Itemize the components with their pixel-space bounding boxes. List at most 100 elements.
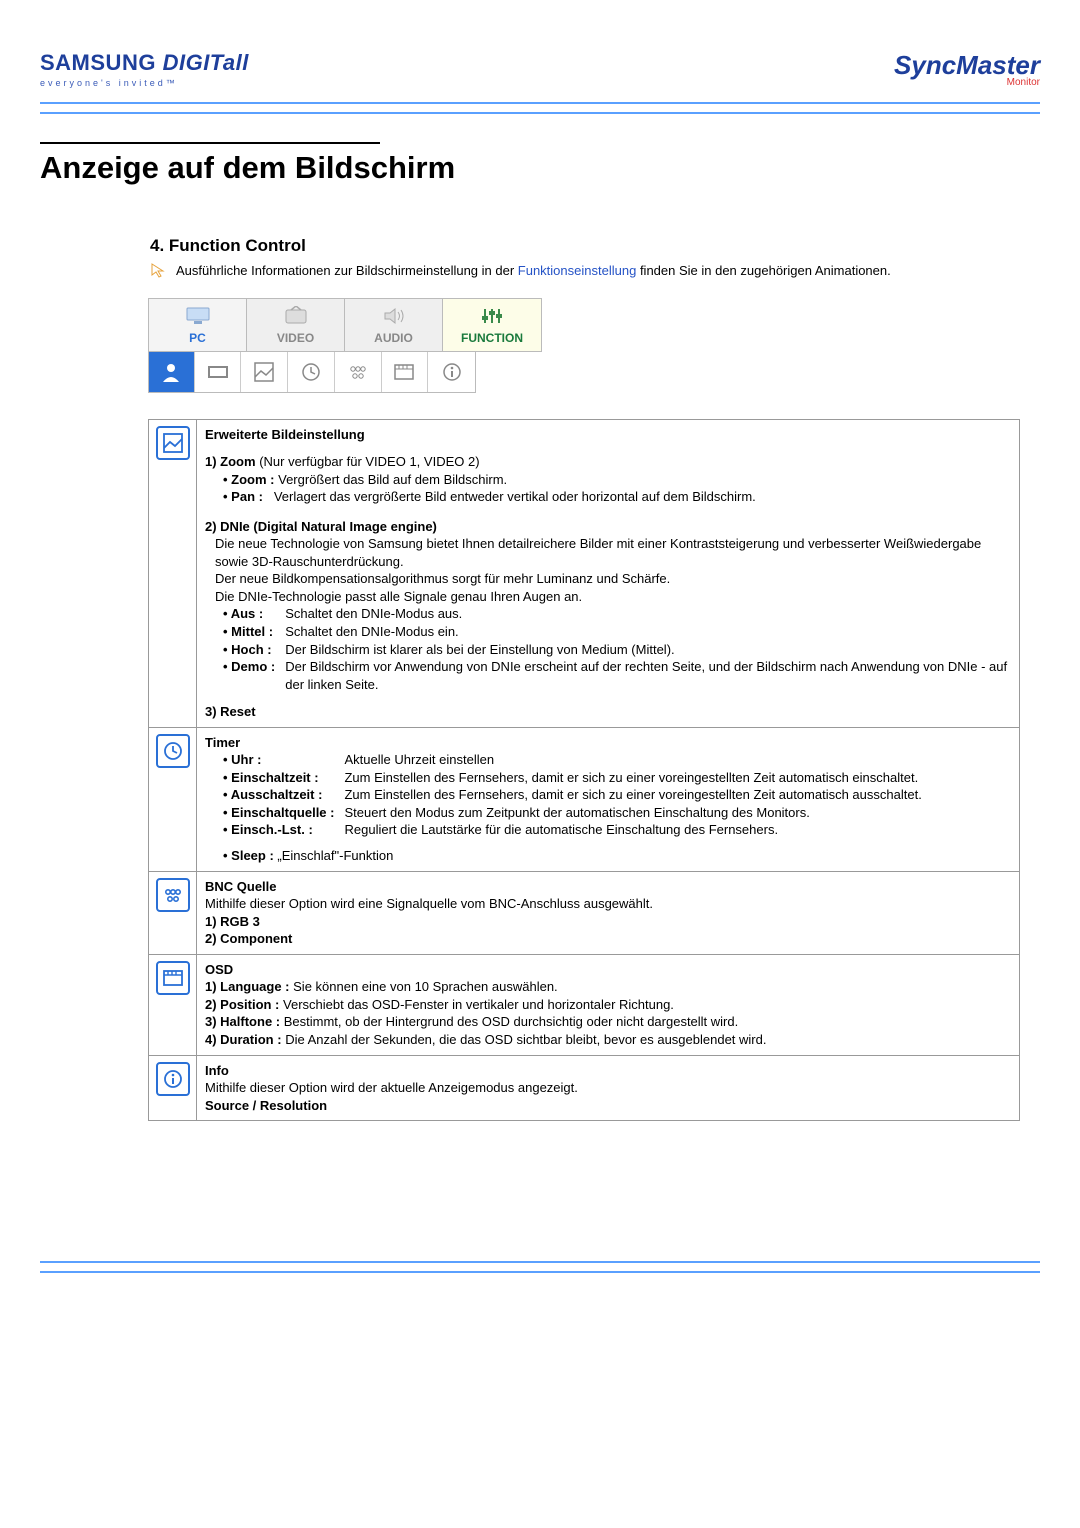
- clock-icon: [156, 734, 190, 768]
- r3-heading: BNC Quelle: [205, 878, 1011, 896]
- section-heading: 4. Function Control: [150, 236, 1040, 256]
- r1-dnie-p2: Der neue Bildkompensationsalgorithmus so…: [215, 570, 1011, 588]
- r2-eq-l: Einschaltquelle :: [223, 804, 344, 822]
- brand-tagline: everyone's invited™: [40, 78, 249, 88]
- r1-heading: Erweiterte Bildeinstellung: [205, 426, 1011, 444]
- r1-reset: 3) Reset: [205, 703, 1011, 721]
- page-header: SAMSUNG DIGITall everyone's invited™ Syn…: [40, 50, 1040, 88]
- r2-ein-d: Zum Einstellen des Fernsehers, damit er …: [344, 769, 921, 787]
- r1-pan-d: Verlagert das vergrößerte Bild entweder …: [274, 489, 756, 504]
- subicon-info[interactable]: [428, 352, 475, 392]
- r4-l1t: 1) Language :: [205, 979, 290, 994]
- r2-uhr-l: Uhr :: [223, 751, 344, 769]
- r5-desc: Mithilfe dieser Option wird der aktuelle…: [205, 1079, 1011, 1097]
- cursor-icon: [150, 262, 170, 278]
- title-rule: [40, 142, 380, 144]
- r3-desc: Mithilfe dieser Option wird eine Signalq…: [205, 895, 1011, 913]
- page-title: Anzeige auf dem Bildschirm: [40, 150, 1040, 186]
- r4-l2t: 2) Position :: [205, 997, 279, 1012]
- intro-before: Ausführliche Informationen zur Bildschir…: [176, 263, 518, 278]
- r1-mit-l: Mittel :: [223, 623, 285, 641]
- brand-suffix: DIGITall: [163, 50, 249, 75]
- intro-text: Ausführliche Informationen zur Bildschir…: [150, 262, 1020, 280]
- r2-aus-d: Zum Einstellen des Fernsehers, damit er …: [344, 786, 921, 804]
- product-name: SyncMaster: [894, 50, 1040, 80]
- r2-el-l: Einsch.-Lst. :: [223, 821, 344, 839]
- footer-rule-1: [40, 1261, 1040, 1263]
- osd-icon: [156, 961, 190, 995]
- funktionseinstellung-link[interactable]: Funktionseinstellung: [518, 263, 637, 278]
- r1-demo-l: Demo :: [223, 658, 285, 693]
- r2-el-d: Reguliert die Lautstärke für die automat…: [344, 821, 921, 839]
- subicon-bnc[interactable]: [335, 352, 382, 392]
- tab-function-label: FUNCTION: [461, 331, 523, 345]
- info-icon: [156, 1062, 190, 1096]
- r2-heading: Timer: [205, 734, 1011, 752]
- r1-dnie-title: 2) DNIe (Digital Natural Image engine): [205, 518, 1011, 536]
- r2-aus-l: Ausschaltzeit :: [223, 786, 344, 804]
- tab-function[interactable]: FUNCTION: [443, 299, 541, 351]
- subicon-aspect[interactable]: [195, 352, 242, 392]
- tab-video-label: VIDEO: [277, 331, 314, 345]
- r3-i2: 2) Component: [205, 930, 1011, 948]
- r2-uhr-d: Aktuelle Uhrzeit einstellen: [344, 751, 921, 769]
- r1-dnie-p3: Die DNIe-Technologie passt alle Signale …: [215, 588, 1011, 606]
- subicon-clock[interactable]: [288, 352, 335, 392]
- subicon-picture[interactable]: [241, 352, 288, 392]
- table-row-erweiterte: Erweiterte Bildeinstellung 1) Zoom (Nur …: [149, 419, 1020, 727]
- r1-hoch-l: Hoch :: [223, 641, 285, 659]
- tab-audio-label: AUDIO: [374, 331, 413, 345]
- intro-after: finden Sie in den zugehörigen Animatione…: [640, 263, 891, 278]
- tab-audio[interactable]: AUDIO: [345, 299, 443, 351]
- r4-l2d: Verschiebt das OSD-Fenster in vertikaler…: [283, 997, 674, 1012]
- brand-main: SAMSUNG: [40, 50, 156, 75]
- table-row-timer: Timer Uhr :Aktuelle Uhrzeit einstellen E…: [149, 727, 1020, 871]
- r1-dnie-p1: Die neue Technologie von Samsung bietet …: [215, 535, 1011, 570]
- r1-pan-l: Pan :: [231, 489, 263, 504]
- tab-pc[interactable]: PC: [149, 299, 247, 351]
- tab-video[interactable]: VIDEO: [247, 299, 345, 351]
- r1-zoom-l: Zoom :: [231, 472, 274, 487]
- r1-hoch-d: Der Bildschirm ist klarer als bei der Ei…: [285, 641, 1011, 659]
- r1-aus-d: Schaltet den DNIe-Modus aus.: [285, 605, 1011, 623]
- speaker-icon: [379, 305, 409, 327]
- tab-pc-label: PC: [189, 331, 206, 345]
- r3-i1: 1) RGB 3: [205, 913, 1011, 931]
- r1-aus-l: Aus :: [223, 605, 285, 623]
- table-row-osd: OSD 1) Language : Sie können eine von 10…: [149, 954, 1020, 1055]
- content-table: Erweiterte Bildeinstellung 1) Zoom (Nur …: [148, 419, 1020, 1122]
- r5-heading: Info: [205, 1062, 1011, 1080]
- subicon-person[interactable]: [149, 352, 195, 392]
- r2-sleep-d: „Einschlaf"-Funktion: [277, 848, 393, 863]
- sub-icon-row: [148, 352, 476, 393]
- r1-zoom-title: 1) Zoom: [205, 454, 256, 469]
- brand-logo-left: SAMSUNG DIGITall everyone's invited™: [40, 50, 249, 88]
- r4-l3t: 3) Halftone :: [205, 1014, 280, 1029]
- r5-sub: Source / Resolution: [205, 1097, 1011, 1115]
- r1-zoom-note: (Nur verfügbar für VIDEO 1, VIDEO 2): [259, 454, 479, 469]
- footer-rule-2: [40, 1271, 1040, 1273]
- header-rule-1: [40, 102, 1040, 104]
- r4-l3d: Bestimmt, ob der Hintergrund des OSD dur…: [284, 1014, 738, 1029]
- table-row-info: Info Mithilfe dieser Option wird der akt…: [149, 1055, 1020, 1121]
- tab-strip: PC VIDEO AUDIO FUNCTION: [148, 298, 542, 352]
- picture-adj-icon: [156, 426, 190, 460]
- monitor-icon: [183, 305, 213, 327]
- header-rule-2: [40, 112, 1040, 114]
- table-row-bnc: BNC Quelle Mithilfe dieser Option wird e…: [149, 871, 1020, 954]
- sliders-icon: [477, 305, 507, 327]
- product-logo-right: SyncMaster Monitor: [894, 50, 1040, 88]
- r1-mit-d: Schaltet den DNIe-Modus ein.: [285, 623, 1011, 641]
- bnc-icon: [156, 878, 190, 912]
- r2-ein-l: Einschaltzeit :: [223, 769, 344, 787]
- r2-eq-d: Steuert den Modus zum Zeitpunkt der auto…: [344, 804, 921, 822]
- subicon-osd[interactable]: [382, 352, 429, 392]
- r2-sleep-l: Sleep :: [231, 848, 274, 863]
- r4-heading: OSD: [205, 961, 1011, 979]
- r1-zoom-d: Vergrößert das Bild auf dem Bildschirm.: [278, 472, 507, 487]
- r1-demo-d: Der Bildschirm vor Anwendung von DNIe er…: [285, 658, 1011, 693]
- r4-l4t: 4) Duration :: [205, 1032, 282, 1047]
- tv-icon: [281, 305, 311, 327]
- r4-l4d: Die Anzahl der Sekunden, die das OSD sic…: [285, 1032, 766, 1047]
- r4-l1d: Sie können eine von 10 Sprachen auswähle…: [293, 979, 558, 994]
